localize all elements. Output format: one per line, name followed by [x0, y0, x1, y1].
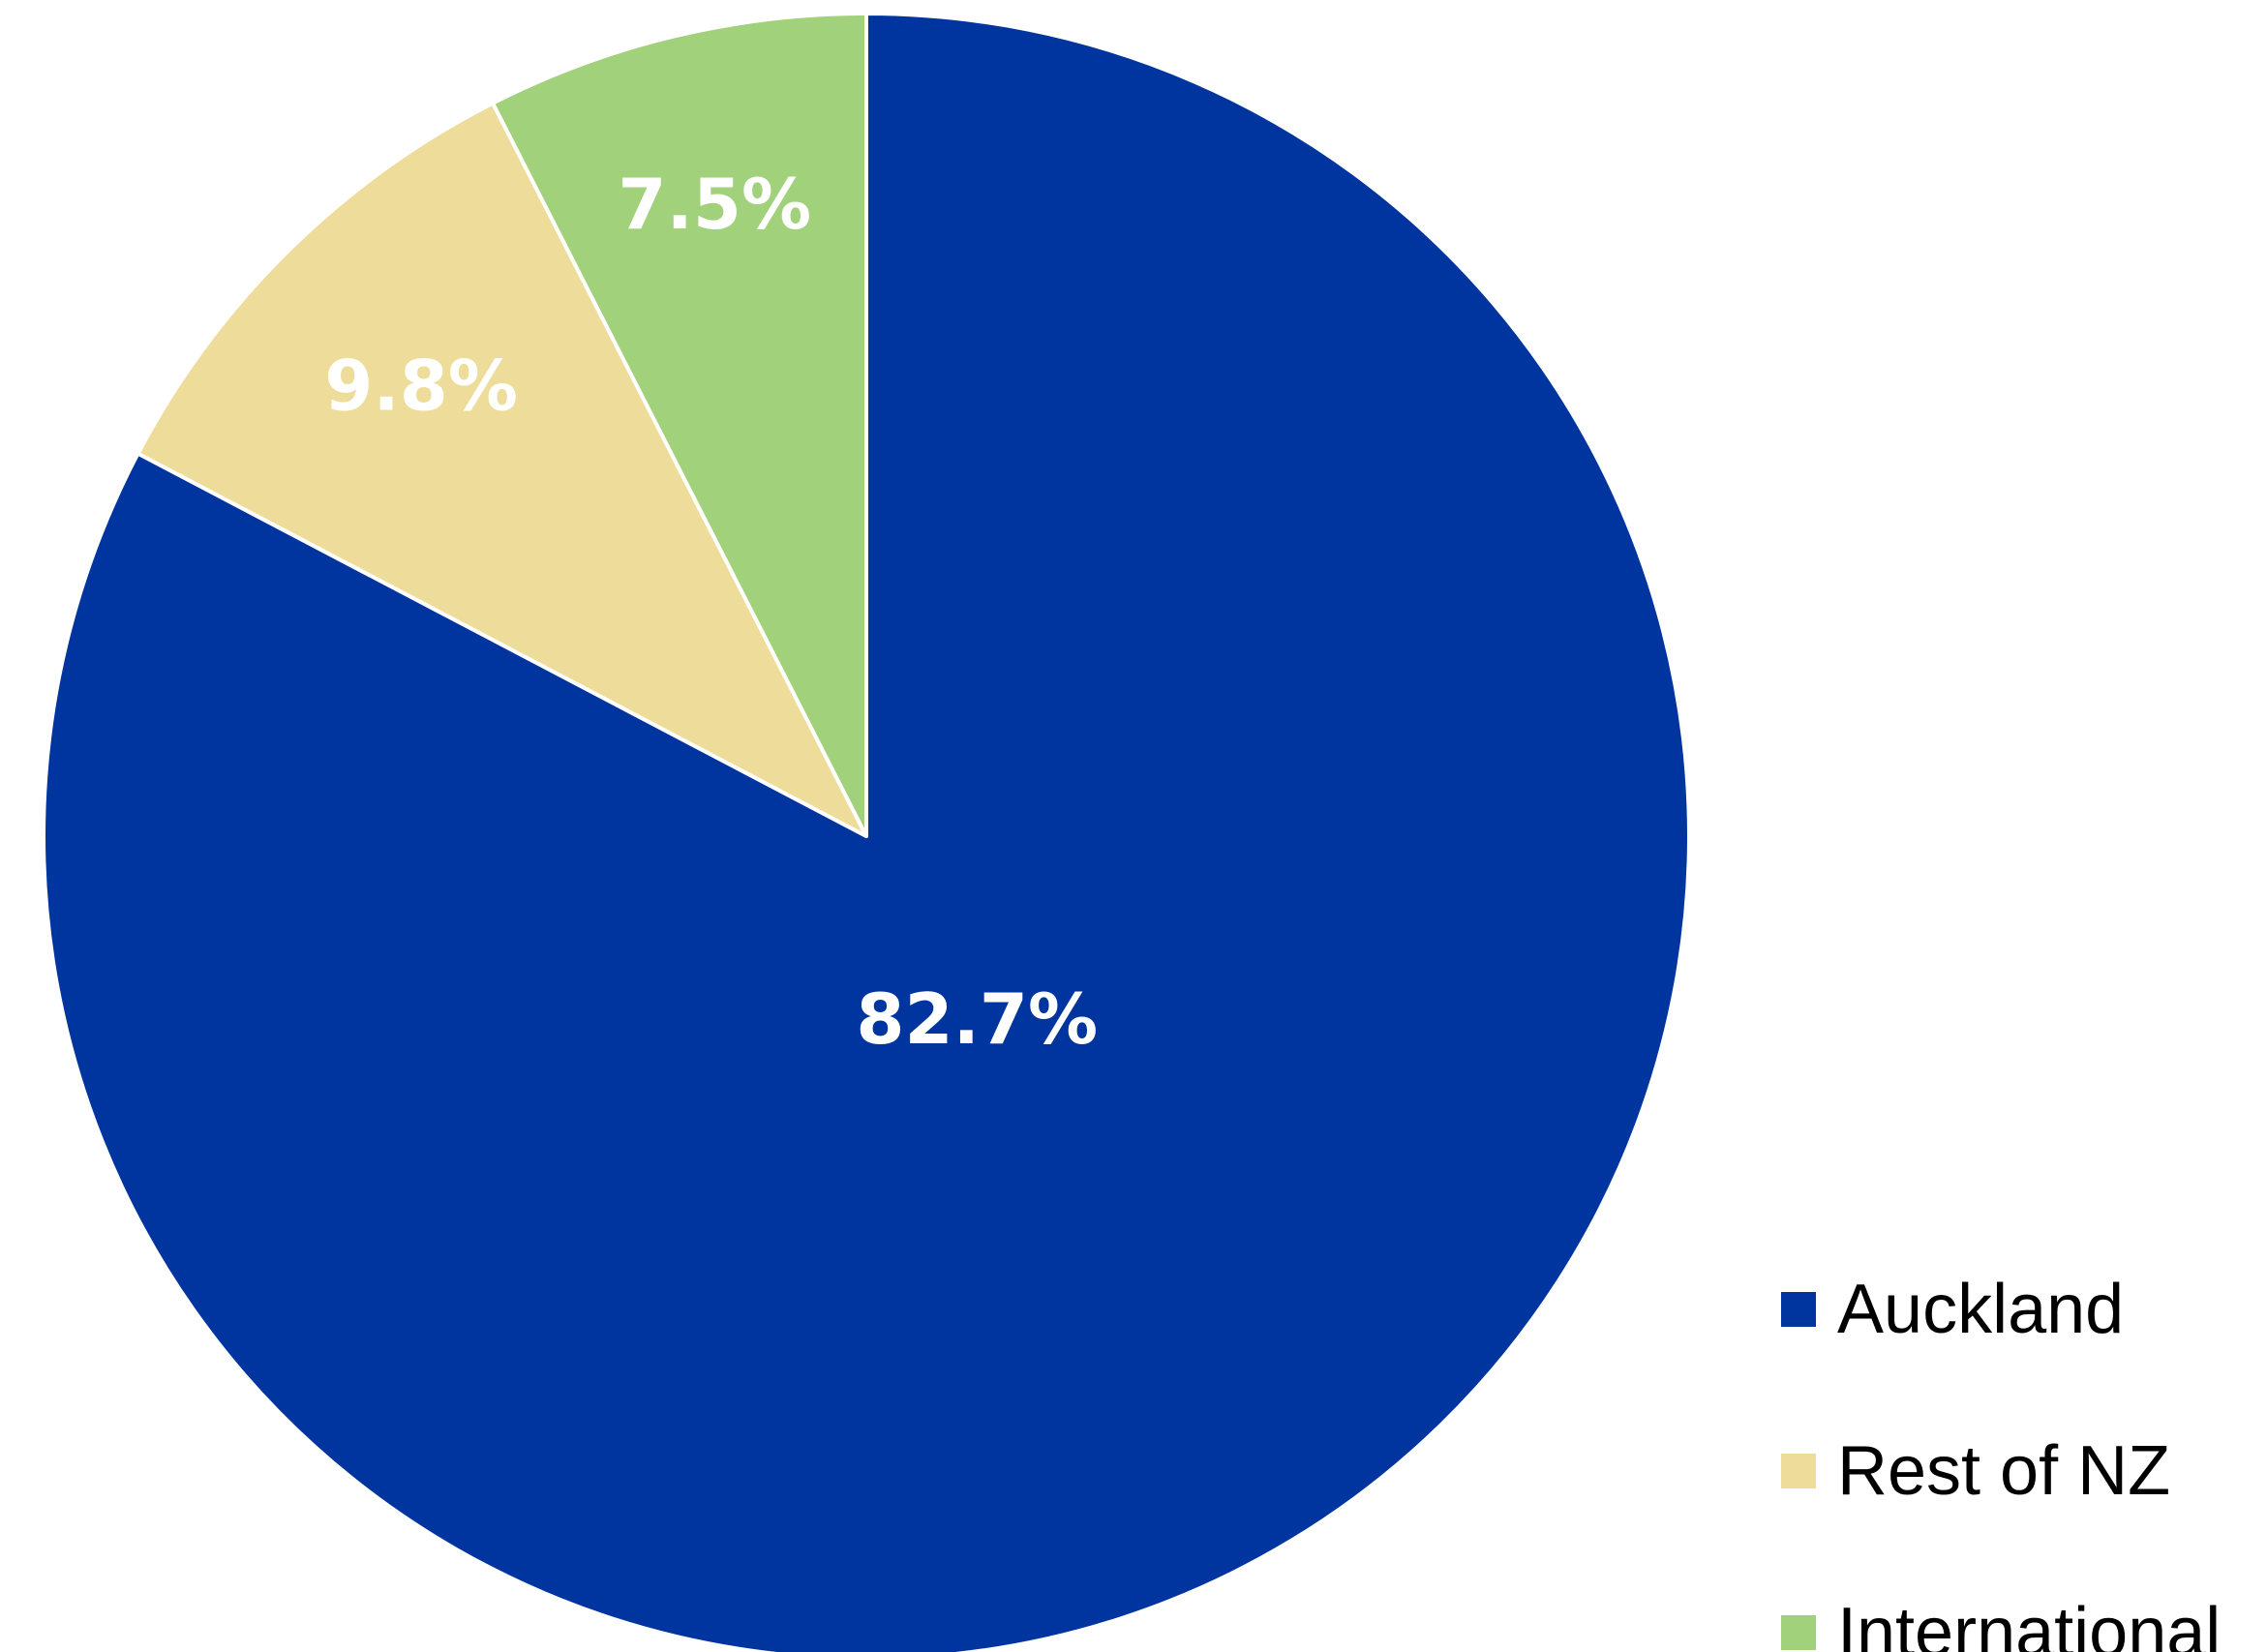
pie-slices [42, 12, 1691, 1652]
pie-slice-rest-of-nz [136, 101, 868, 838]
slice-labels: 82.7% 9.8% 7.5% [324, 164, 1098, 1060]
slice-label-rest-of-nz: 9.8% [324, 345, 518, 426]
legend-label-auckland: Auckland [1837, 1271, 2124, 1348]
legend-item-rest-of-nz: Rest of NZ [1781, 1432, 2170, 1510]
slice-label-international: 7.5% [618, 164, 811, 245]
legend-item-auckland: Auckland [1781, 1271, 2124, 1348]
legend-label-international: International [1837, 1594, 2221, 1652]
slice-label-auckland: 82.7% [856, 978, 1098, 1060]
legend-item-international: International [1781, 1594, 2221, 1652]
pie-slice-international [491, 12, 868, 838]
legend-label-rest-of-nz: Rest of NZ [1837, 1432, 2170, 1510]
legend: Auckland Rest of NZ International [1781, 1271, 2221, 1652]
legend-swatch-auckland [1781, 1292, 1816, 1327]
legend-swatch-rest-of-nz [1781, 1454, 1816, 1488]
legend-swatch-international [1781, 1615, 1816, 1650]
